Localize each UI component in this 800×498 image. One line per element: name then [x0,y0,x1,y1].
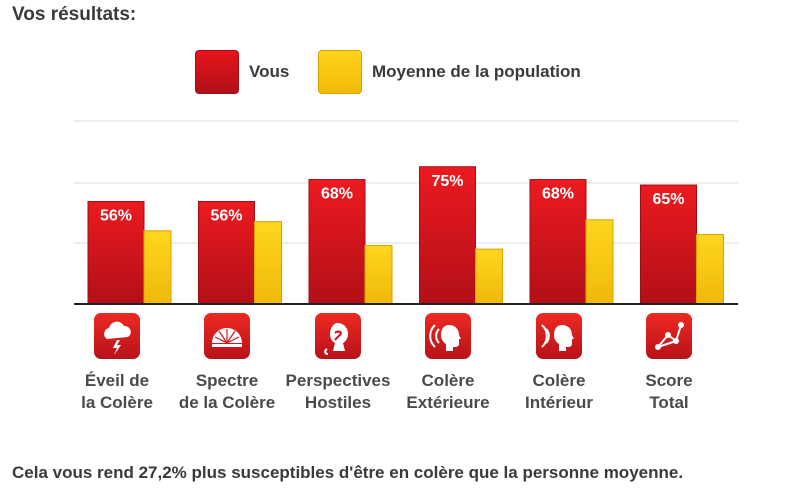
category-label: Éveil de la Colère [52,370,182,414]
category-label-line: Spectre [195,371,259,390]
category-label-line: Colère [532,371,586,390]
bar-value-label: 65% [652,191,684,208]
legend-label-you: Vous [249,62,290,81]
bar-value-label: 75% [431,173,463,190]
gauge-icon [204,313,250,359]
category-label: Score Total [604,370,734,414]
category-label: Perspectives Hostiles [273,370,403,414]
category-label: Colère Intérieur [494,370,624,414]
category-label-line: Total [649,393,689,412]
bar-value-label: 56% [210,208,242,225]
page-title: Vos résultats: [12,4,137,25]
storm-cloud-icon [94,313,140,359]
summary-text: Cela vous rend 27,2% plus susceptibles d… [12,463,684,482]
bar-average [585,219,614,305]
bar-average [475,248,503,305]
bar-you [640,184,697,305]
bar-you [529,179,587,305]
category-label: Colère Extérieure [383,370,513,414]
legend-swatch-you [195,50,239,94]
inward-voice-icon [536,313,582,359]
category-label-line: Score [645,371,693,390]
bar-you [419,166,476,305]
category-label-line: Extérieure [406,393,490,412]
legend-swatch-average [318,50,362,94]
category-label-line: Éveil de [84,371,150,390]
category-label-line: Hostiles [304,393,372,412]
bar-average [364,244,393,305]
bar-average [143,230,172,305]
graph-nodes-icon [646,313,692,359]
bar-value-label: 56% [100,208,132,225]
category-label: Spectre de la Colère [162,370,292,414]
category-label-line: Colère [421,371,475,390]
legend-label-average: Moyenne de la population [372,62,581,81]
cobra-icon [315,313,361,359]
bar-average [696,233,724,305]
bar-average [254,221,282,305]
category-label-line: Perspectives [285,371,391,390]
category-label-line: Intérieur [524,393,594,412]
category-label-line: la Colère [81,393,153,412]
bar-you [308,179,366,305]
bar-value-label: 68% [542,186,574,203]
outward-voice-icon [425,313,471,359]
bar-value-label: 68% [321,186,353,203]
bar-chart: 56% 56% 68% 75% 68% 65% [74,120,738,305]
category-label-line: de la Colère [178,393,276,412]
